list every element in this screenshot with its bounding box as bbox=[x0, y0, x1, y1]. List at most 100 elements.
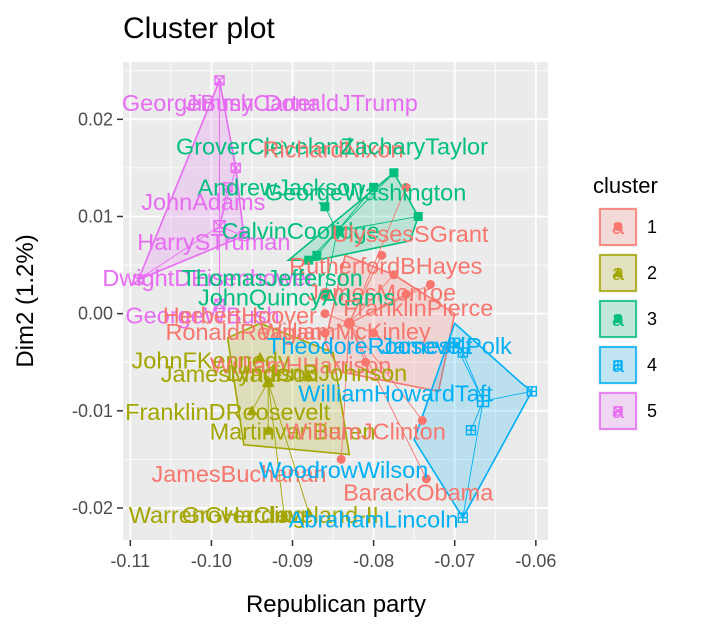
spoke-UlyssesSGrant bbox=[348, 255, 383, 324]
point-JohnAdams-box bbox=[222, 182, 233, 193]
point-label: MartinvanBuren bbox=[210, 418, 376, 444]
point-WilliamJClinton bbox=[417, 416, 427, 425]
spoke-LyndonBJohnson bbox=[268, 376, 309, 383]
legend-key-glyph: a bbox=[612, 398, 625, 423]
point-WarrenGHarding bbox=[278, 512, 290, 523]
point-label: GroverCleveland-II bbox=[182, 502, 379, 528]
x-tick-label: -0.11 bbox=[110, 551, 150, 571]
point-JamesKPolk bbox=[457, 347, 469, 358]
point-FranklinPierce bbox=[425, 279, 435, 289]
hull-cluster-3 bbox=[286, 171, 420, 261]
point-label: CalvinCoolidge bbox=[222, 218, 380, 244]
y-tick-label: 0.01 bbox=[78, 206, 113, 226]
grid-lines bbox=[123, 62, 548, 540]
point-label: UlyssesSGrant bbox=[332, 221, 489, 247]
point-JohnAdams bbox=[222, 182, 233, 193]
centroid-cluster-5 bbox=[213, 219, 226, 233]
point-label: HarrySTruman bbox=[137, 229, 290, 255]
point-JimmyCarter bbox=[320, 309, 330, 319]
spoke-WarrenGHarding bbox=[267, 381, 285, 518]
point-label: BarackObama bbox=[343, 480, 494, 506]
point-HarrySTruman-d2 bbox=[238, 230, 249, 241]
legend-key-glyph: a bbox=[612, 306, 625, 331]
point-UlyssesSGrant bbox=[377, 250, 387, 260]
legend: cluster a 1a 2a 3a 4a 5 bbox=[593, 173, 658, 431]
spoke-AbrahamLincoln bbox=[462, 400, 484, 518]
spoke-JamesBuchanan bbox=[340, 323, 350, 460]
point-GeorgeBush-d2 bbox=[214, 75, 225, 86]
legend-key-swatch bbox=[599, 208, 637, 246]
spoke-GroverCleveland-II bbox=[267, 381, 310, 513]
point-label: JohnQuincyAdams bbox=[198, 284, 395, 310]
spoke-ZacharyTaylor bbox=[336, 172, 395, 232]
x-axis: -0.11 -0.10 -0.09 -0.08 -0.07 -0.06 bbox=[110, 540, 556, 571]
legend-key-marker bbox=[613, 360, 623, 370]
y-tick-label: -0.02 bbox=[72, 498, 113, 518]
legend-label: 2 bbox=[647, 263, 657, 283]
point-label: JamesMadison bbox=[161, 361, 319, 387]
cluster-hulls bbox=[136, 77, 533, 520]
point-AbrahamLincoln bbox=[457, 512, 469, 523]
spoke-JohnQuincyAdams bbox=[324, 230, 338, 295]
legend-title: cluster bbox=[593, 173, 658, 198]
centroid-cluster-2 bbox=[261, 375, 275, 388]
point-label: AndrewJackson bbox=[197, 174, 363, 200]
x-axis-title: Republican party bbox=[246, 591, 426, 618]
spoke-WilliamJClinton bbox=[348, 323, 423, 421]
point-label: ZacharyTaylor bbox=[340, 134, 488, 160]
spoke-DwightDEisenhower bbox=[138, 225, 220, 281]
point-MartinvanBuren bbox=[262, 424, 274, 435]
point-GeorgeWashington bbox=[413, 211, 423, 221]
point-RonaldReagan bbox=[320, 328, 330, 338]
y-tick-label: 0.02 bbox=[78, 109, 113, 129]
point-DwightDEisenhower bbox=[133, 274, 144, 285]
point-DonaldJTrump bbox=[230, 162, 241, 174]
point-DonaldJTrump-box bbox=[230, 162, 241, 174]
point-label: GeorgeWBush bbox=[125, 303, 279, 329]
point-label: FranklinDRoosevelt bbox=[125, 399, 331, 425]
centroid-cluster-5-box bbox=[213, 219, 226, 233]
point-label: WilliamJClinton bbox=[285, 418, 446, 444]
point-label: JamesBuchanan bbox=[151, 461, 326, 487]
point-ThomasJefferson bbox=[304, 255, 314, 265]
point-CalvinCoolidge bbox=[312, 250, 322, 260]
centroid-cluster-4 bbox=[476, 394, 490, 408]
point-ZacharyTaylor bbox=[389, 168, 399, 178]
point-label: TheodoreRoosevelt bbox=[267, 333, 473, 359]
point-label: RonaldReagan bbox=[165, 319, 322, 345]
legend-key-marker bbox=[613, 268, 623, 277]
y-axis-title: Dim2 (1.2%) bbox=[12, 234, 39, 367]
legend-key-marker bbox=[614, 223, 622, 231]
centroid-cluster-5-d2 bbox=[213, 220, 226, 233]
point-BenjaminHarrison bbox=[361, 357, 371, 367]
point-label: FranklinPierce bbox=[343, 295, 493, 321]
point-HarrySTruman-box bbox=[238, 230, 250, 242]
point-label: WilliamHHarrison bbox=[210, 352, 391, 378]
point-WilliamMcKinley bbox=[369, 328, 379, 338]
point-RichardNixon bbox=[401, 182, 411, 192]
point-label: LyndonBJohnson bbox=[226, 360, 407, 386]
point-label: WilliamMcKinley bbox=[260, 318, 431, 344]
legend-key-marker-d2 bbox=[613, 406, 623, 416]
point-RutherfordBHayes bbox=[389, 270, 399, 280]
point-GeorgeBush bbox=[214, 75, 225, 86]
point-label: GeorgeWashington bbox=[265, 179, 467, 205]
y-axis: -0.02 -0.01 0.00 0.01 0.02 bbox=[72, 109, 123, 518]
point-label: JamesKPolk bbox=[381, 333, 512, 359]
point-label: JohnAdams bbox=[141, 189, 265, 215]
legend-key-glyph: a bbox=[612, 352, 625, 377]
point-label: WoodrowWilson bbox=[259, 457, 428, 483]
point-label: JohnFKennedy bbox=[132, 347, 290, 373]
legend-key-marker bbox=[614, 315, 622, 323]
spoke-GeorgeWashington bbox=[337, 216, 419, 232]
point-label: HerbertHoover bbox=[163, 303, 317, 329]
cluster-points bbox=[133, 75, 537, 523]
point-JamesBuchanan bbox=[336, 454, 346, 464]
point-label: RutherfordBHayes bbox=[289, 253, 482, 279]
point-GeorgeWBush-d2 bbox=[214, 298, 225, 309]
